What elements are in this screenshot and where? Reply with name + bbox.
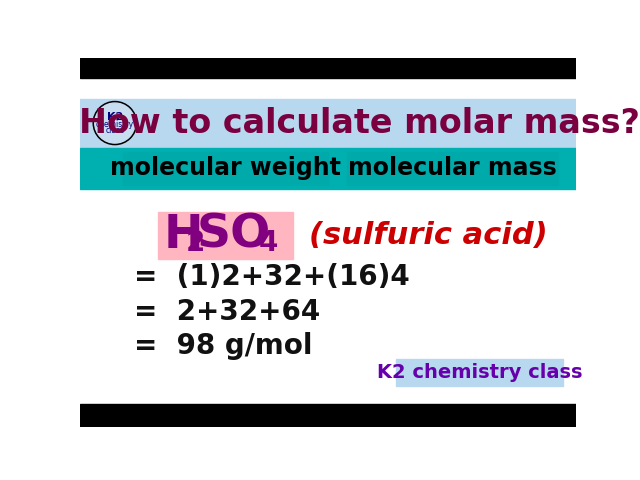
Text: 2: 2 [186,229,205,257]
Circle shape [95,103,135,143]
Text: chemistry: chemistry [96,120,134,129]
Text: molecular mass: molecular mass [348,156,557,180]
Text: molecular weight: molecular weight [110,156,340,180]
Circle shape [93,101,136,144]
Bar [396,360,563,386]
Text: class: class [106,126,124,135]
Bar [348,152,558,185]
Text: (sulfuric acid): (sulfuric acid) [308,221,547,250]
Bar [123,152,328,185]
Text: K2 chemistry class: K2 chemistry class [377,363,582,383]
Bar [157,212,293,259]
Bar [80,148,576,189]
Text: H: H [164,213,204,258]
Text: K2: K2 [107,112,123,122]
Bar [80,404,576,427]
Text: =  2+32+64: = 2+32+64 [134,298,321,326]
Bar [80,99,576,147]
Text: How to calculate molar mass?: How to calculate molar mass? [79,107,639,140]
Text: SO: SO [196,213,271,258]
Text: 4: 4 [259,229,278,257]
Text: =  (1)2+32+(16)4: = (1)2+32+(16)4 [134,263,410,291]
Text: =  98 g/mol: = 98 g/mol [134,332,313,360]
Bar [80,58,576,78]
